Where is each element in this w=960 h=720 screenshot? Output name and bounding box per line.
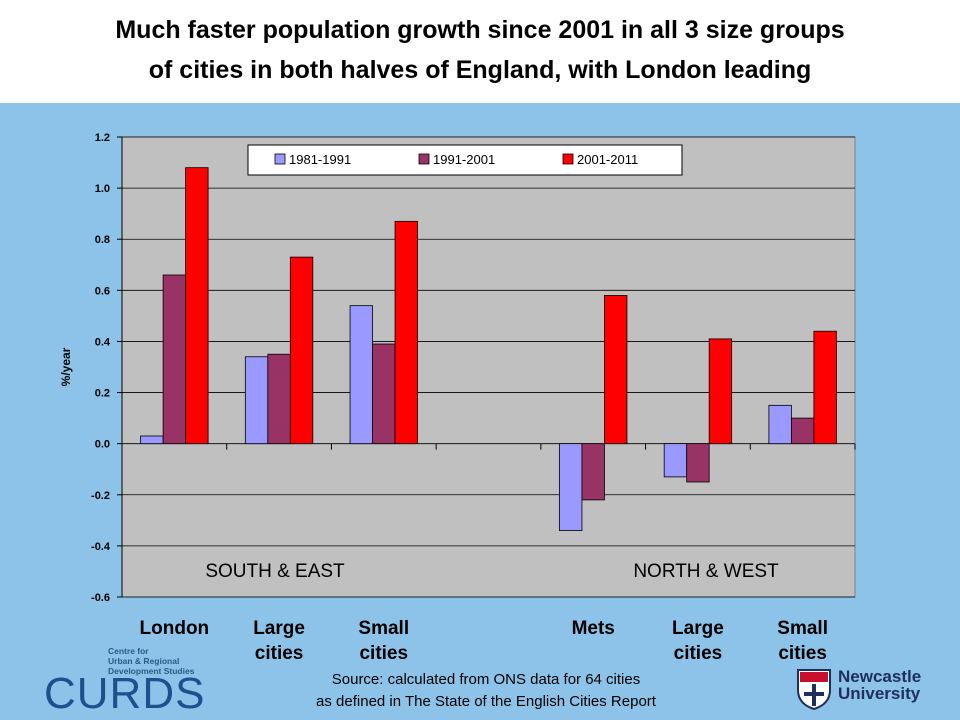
legend — [247, 144, 683, 176]
curds-subtitle-line: Development Studies — [108, 666, 195, 676]
chart-title-line-2: of cities in both halves of England, wit… — [148, 56, 812, 84]
bar — [686, 443, 710, 483]
bar — [162, 274, 187, 445]
bar — [349, 305, 373, 445]
bar — [581, 443, 605, 501]
y-tick-label: -0.4 — [91, 541, 111, 553]
x-category-label: cities — [778, 643, 827, 664]
bar — [185, 167, 209, 445]
plot-area — [121, 136, 856, 598]
source-line-2: as defined in The State of the English C… — [316, 693, 656, 710]
y-tick-label: -0.2 — [91, 490, 110, 502]
bar — [559, 443, 583, 531]
bar — [813, 330, 837, 445]
y-tick-label: 1.2 — [95, 132, 110, 144]
x-category-label: cities — [674, 643, 723, 664]
curds-subtitle-line: Centre for — [108, 646, 149, 656]
x-category-label: Large — [672, 618, 724, 639]
x-category-label: Large — [253, 618, 305, 639]
y-tick-label: 0.2 — [95, 388, 110, 400]
bar — [394, 220, 418, 445]
y-tick-label: 0.4 — [95, 336, 111, 348]
legend-label: 1991-2001 — [433, 152, 495, 167]
university-name-line: University — [838, 684, 921, 703]
curds-subtitle: Centre for Urban & Regional Development … — [108, 646, 194, 676]
newcastle-university-logo: Newcastle University — [838, 668, 921, 702]
y-tick-label: 1.0 — [95, 183, 110, 195]
y-tick-label: 0.6 — [95, 285, 110, 297]
legend-swatch — [274, 153, 286, 165]
y-tick-label: 0.0 — [95, 439, 110, 451]
curds-logo: CURDS — [44, 669, 206, 718]
y-tick-label: 0.8 — [95, 234, 110, 246]
bar — [267, 353, 291, 445]
region-annotation: NORTH & WEST — [633, 561, 779, 582]
bar — [372, 343, 396, 445]
bar — [768, 404, 792, 445]
bar — [140, 435, 164, 445]
bar — [289, 256, 314, 445]
newcastle-crest-icon — [797, 669, 831, 710]
curds-subtitle-line: Urban & Regional — [108, 656, 180, 666]
x-category-label: cities — [255, 643, 304, 664]
bar — [663, 443, 688, 478]
x-category-label: Small — [777, 618, 828, 639]
region-annotation: SOUTH & EAST — [205, 561, 345, 582]
x-category-label: Mets — [572, 618, 615, 639]
source-line-1: Source: calculated from ONS data for 64 … — [331, 671, 641, 688]
x-category-label: Small — [358, 618, 409, 639]
bar — [604, 295, 628, 445]
x-category-label: London — [140, 618, 210, 639]
bar — [244, 356, 269, 445]
x-category-label: cities — [359, 643, 408, 664]
bar — [708, 338, 733, 445]
title-band — [0, 0, 960, 103]
y-axis-label: %/year — [59, 347, 73, 386]
legend-label: 2001-2011 — [577, 152, 638, 167]
university-name-line: Newcastle — [838, 667, 922, 686]
bar — [790, 417, 815, 445]
y-tick-label: -0.6 — [91, 592, 110, 604]
legend-label: 1981-1991 — [289, 152, 351, 167]
legend-swatch — [562, 153, 574, 165]
legend-swatch — [418, 153, 430, 165]
chart-title-line-1: Much faster population growth since 2001… — [115, 16, 845, 44]
